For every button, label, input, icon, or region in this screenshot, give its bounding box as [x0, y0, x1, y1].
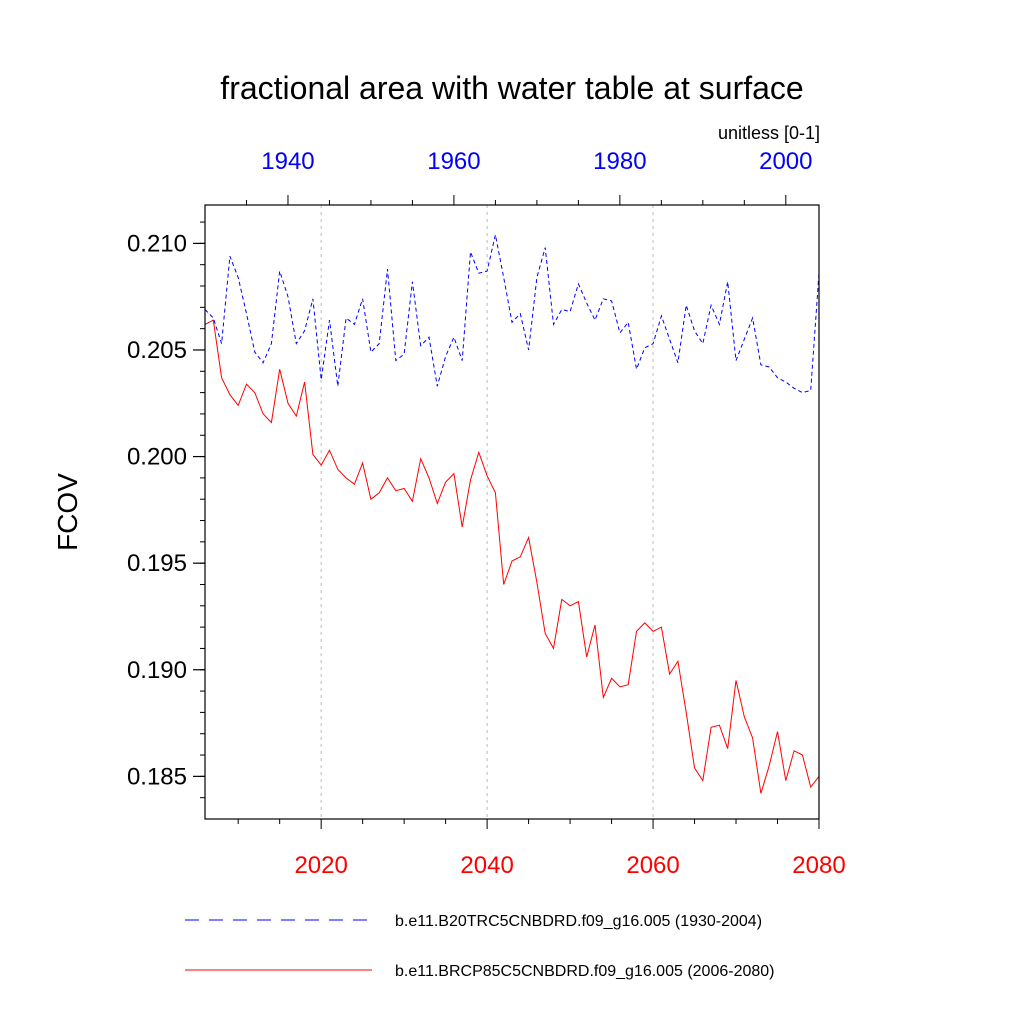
units-label: unitless [0-1]	[718, 123, 820, 143]
bottom-tick-label: 2080	[792, 852, 845, 879]
y-axis: 0.210 0.205 0.200 0.195 0.190 0.185	[127, 221, 205, 799]
y-tick-label: 0.210	[127, 230, 187, 257]
top-tick-label: 1980	[593, 148, 646, 175]
top-tick-label: 2000	[759, 148, 812, 175]
y-tick-label: 0.195	[127, 550, 187, 577]
top-x-axis: 1940 1960 1980 2000	[245, 148, 813, 205]
y-axis-label: FCOV	[52, 473, 83, 551]
bottom-tick-label: 2020	[294, 852, 347, 879]
chart-title: fractional area with water table at surf…	[220, 70, 803, 106]
bottom-x-axis: 2020 2040 2060 2080	[237, 819, 846, 879]
bottom-tick-label: 2040	[460, 852, 513, 879]
legend-label-rcp85: b.e11.BRCP85C5CNBDRD.f09_g16.005 (2006-2…	[395, 963, 774, 980]
grid-lines	[320, 205, 654, 819]
y-tick-label: 0.205	[127, 337, 187, 364]
y-tick-label: 0.200	[127, 444, 187, 471]
series-layer	[204, 234, 820, 794]
top-tick-label: 1940	[261, 148, 314, 175]
y-tick-label: 0.190	[127, 657, 187, 684]
legend-label-historical: b.e11.B20TRC5CNBDRD.f09_g16.005 (1930-20…	[395, 913, 762, 930]
legend: b.e11.B20TRC5CNBDRD.f09_g16.005 (1930-20…	[185, 913, 774, 980]
series-line-historical	[204, 234, 820, 394]
y-tick-label: 0.185	[127, 763, 187, 790]
bottom-tick-label: 2060	[626, 852, 679, 879]
series-line-rcp85	[204, 319, 820, 794]
top-tick-label: 1960	[427, 148, 480, 175]
plot-frame	[204, 204, 820, 820]
